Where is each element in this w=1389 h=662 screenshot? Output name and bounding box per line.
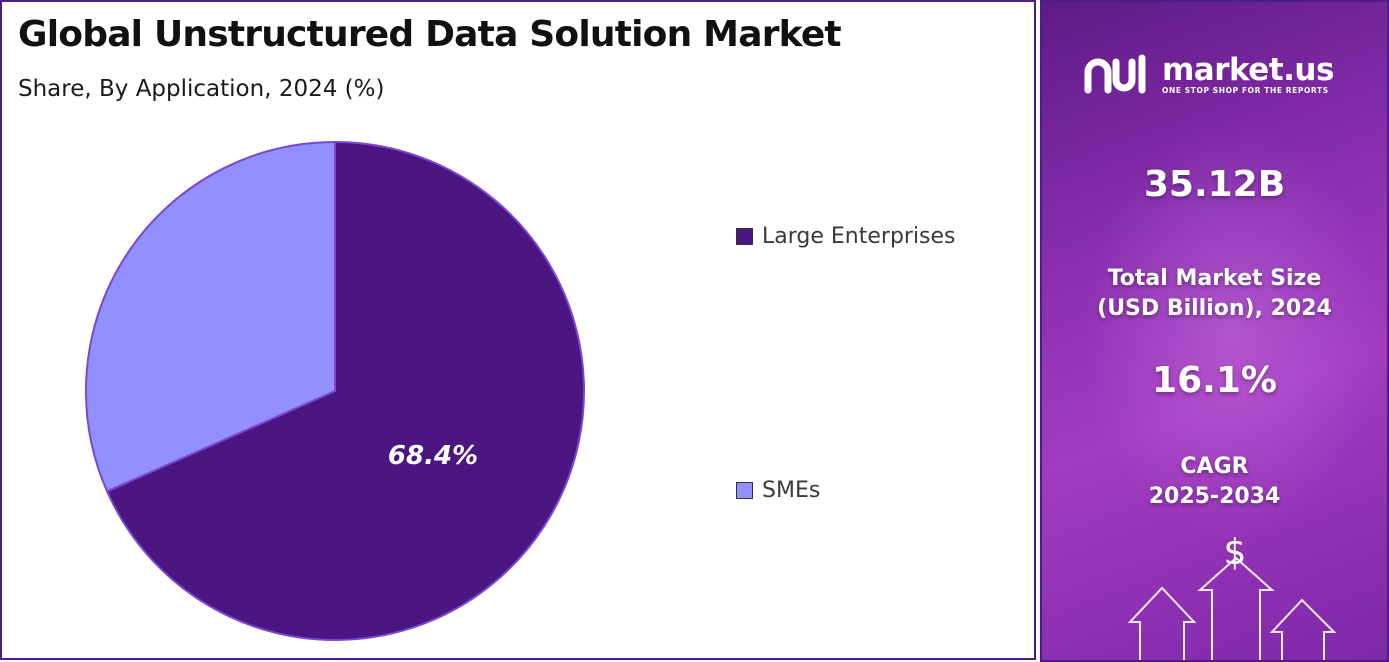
cagr-label-line1: CAGR bbox=[1180, 454, 1249, 479]
data-label-large-enterprises: 68.4% bbox=[388, 441, 478, 471]
summary-panel: market.us ONE STOP SHOP FOR THE REPORTS … bbox=[1040, 0, 1389, 662]
cagr-value: 16.1% bbox=[1152, 360, 1277, 401]
brand-tagline: ONE STOP SHOP FOR THE REPORTS bbox=[1162, 85, 1329, 95]
brand-name: market.us bbox=[1162, 51, 1334, 88]
market-size-value: 35.12B bbox=[1143, 164, 1286, 205]
market-us-logo-icon bbox=[1084, 54, 1146, 94]
chart-title: Global Unstructured Data Solution Market bbox=[18, 14, 842, 55]
legend-label-smes: SMEs bbox=[762, 478, 821, 503]
chart-subtitle: Share, By Application, 2024 (%) bbox=[18, 76, 385, 102]
legend-swatch-large-enterprises bbox=[736, 228, 753, 245]
cagr-label-line2: 2025-2034 bbox=[1148, 484, 1281, 509]
chart-panel: Global Unstructured Data Solution Market… bbox=[0, 0, 1036, 660]
pie-slice-large-enterprises bbox=[105, 140, 585, 641]
brand-logo: market.us ONE STOP SHOP FOR THE REPORTS bbox=[1082, 50, 1334, 98]
growth-arrows-icon: $ bbox=[1127, 532, 1337, 660]
legend-swatch-smes bbox=[736, 482, 753, 499]
legend-label-large-enterprises: Large Enterprises bbox=[762, 224, 956, 249]
legend-item-smes: SMEs bbox=[736, 478, 820, 503]
pie-slice-smes bbox=[85, 140, 336, 493]
market-size-label-line1: Total Market Size bbox=[1107, 266, 1322, 291]
pie-chart: 68.4% bbox=[85, 140, 585, 641]
background-glow bbox=[1082, 122, 1382, 542]
market-size-label-line2: (USD Billion), 2024 bbox=[1097, 296, 1332, 321]
legend-item-large-enterprises: Large Enterprises bbox=[736, 224, 956, 249]
